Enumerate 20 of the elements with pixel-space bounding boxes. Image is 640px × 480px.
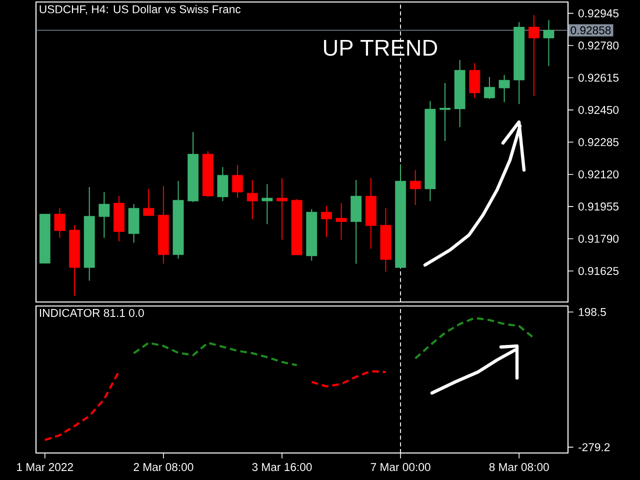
y-tick-label: 0.92615 [578, 74, 619, 82]
y-tick-label: 0.92120 [578, 170, 619, 178]
y-tick-label: 0.91625 [578, 266, 619, 275]
y-tick-label: 0.91790 [578, 234, 619, 243]
x-tick-label: 3 Mar 16:00 [252, 463, 312, 472]
x-tick-label: 2 Mar 08:00 [134, 463, 194, 472]
y-tick-label: 0.91955 [578, 202, 619, 211]
y-tick-label: -279.2 [578, 443, 610, 452]
chart-title: USDCHF, H4: US Dollar vs Swiss Franc [40, 4, 241, 15]
y-tick-label: 198.5 [578, 308, 606, 316]
y-tick-label: 0.92450 [578, 106, 619, 114]
annotation: UP TREND [324, 40, 438, 56]
x-tick-label: 7 Mar 00:00 [370, 463, 430, 472]
y-tick-label: 0.92945 [578, 9, 619, 18]
x-tick-label: 1 Mar 2022 [17, 463, 73, 472]
x-tick-label: 8 Mar 08:00 [489, 463, 549, 472]
y-tick-label: 0.92285 [578, 138, 619, 146]
chart-title: INDICATOR 81.1 0.0 [40, 308, 144, 317]
ref-line-label: 0.92858 [570, 26, 611, 34]
y-tick-label: 0.92780 [578, 42, 619, 50]
